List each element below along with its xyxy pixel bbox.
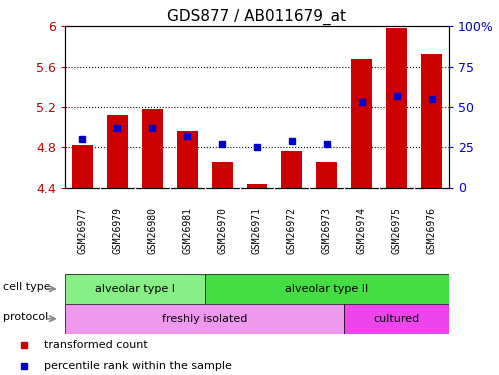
Text: protocol: protocol (3, 312, 48, 322)
Text: GSM26981: GSM26981 (182, 207, 192, 254)
Text: alveolar type II: alveolar type II (285, 284, 368, 294)
Bar (421, 54, 442, 188)
Text: percentile rank within the sample: percentile rank within the sample (43, 361, 232, 371)
Bar (351, 58, 372, 188)
Bar (316, 162, 337, 188)
Bar (247, 184, 267, 188)
Bar (142, 109, 163, 188)
Bar (205, 274, 449, 304)
Text: GSM26975: GSM26975 (392, 207, 402, 254)
Text: transformed count: transformed count (43, 340, 147, 350)
Bar (344, 304, 449, 334)
Text: cultured: cultured (374, 314, 420, 324)
Bar (177, 131, 198, 188)
Bar (212, 162, 233, 188)
Text: GSM26973: GSM26973 (322, 207, 332, 254)
Bar (107, 115, 128, 188)
Text: GSM26980: GSM26980 (147, 207, 157, 254)
Text: cell type: cell type (3, 282, 51, 292)
Title: GDS877 / AB011679_at: GDS877 / AB011679_at (168, 9, 346, 25)
Text: GSM26974: GSM26974 (357, 207, 367, 254)
Bar (65, 304, 344, 334)
Text: GSM26970: GSM26970 (217, 207, 227, 254)
Bar (65, 274, 205, 304)
Text: alveolar type I: alveolar type I (95, 284, 175, 294)
Text: GSM26971: GSM26971 (252, 207, 262, 254)
Text: GSM26977: GSM26977 (77, 207, 87, 254)
Text: GSM26972: GSM26972 (287, 207, 297, 254)
Bar (72, 145, 93, 188)
Bar (386, 28, 407, 188)
Bar (281, 151, 302, 188)
Text: GSM26976: GSM26976 (427, 207, 437, 254)
Text: GSM26979: GSM26979 (112, 207, 122, 254)
Text: freshly isolated: freshly isolated (162, 314, 248, 324)
